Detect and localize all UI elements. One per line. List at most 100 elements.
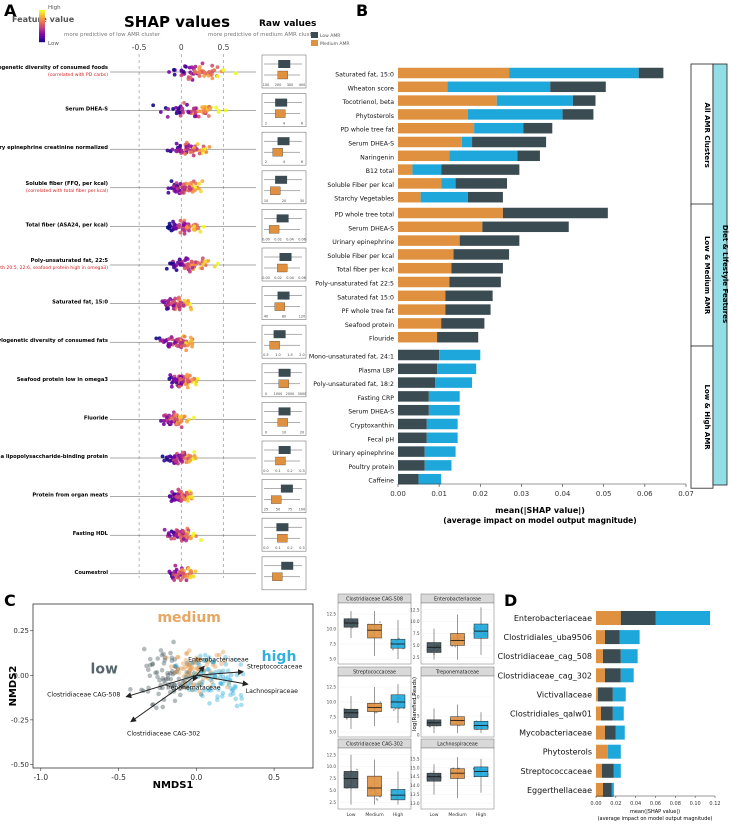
d-bar-segment-high bbox=[620, 668, 634, 683]
panel-label-b: B bbox=[356, 1, 368, 20]
facet-point bbox=[379, 701, 382, 704]
nmds-point-high bbox=[233, 696, 238, 702]
shap-point bbox=[185, 225, 189, 229]
raw-box-medium bbox=[272, 572, 283, 581]
nmds-point-medium bbox=[220, 649, 226, 655]
b-bar-segment-medium bbox=[398, 81, 448, 93]
nmds-point-low bbox=[158, 648, 164, 653]
shap-point bbox=[188, 575, 193, 580]
shap-point bbox=[174, 189, 178, 194]
shap-point bbox=[178, 113, 183, 118]
facet-y-tick: 14.0 bbox=[410, 783, 420, 788]
shap-point bbox=[166, 107, 171, 111]
shap-point bbox=[166, 344, 171, 349]
b-bar-segment-low bbox=[523, 122, 553, 134]
shap-point bbox=[159, 418, 163, 423]
facet-y-tick: 2.5 bbox=[413, 655, 420, 660]
raw-box-low bbox=[279, 253, 292, 261]
raw-tick: 6 bbox=[301, 122, 303, 126]
shap-point bbox=[174, 573, 178, 578]
d-bar-segment-medium bbox=[596, 649, 603, 664]
shap-point bbox=[177, 302, 181, 307]
feature-note: (correlated with total fiber per kcal) bbox=[26, 188, 108, 194]
shap-point bbox=[177, 295, 181, 300]
b-bar-segment-high bbox=[467, 109, 563, 120]
shap-point bbox=[166, 186, 171, 191]
facet-point bbox=[375, 711, 378, 714]
nmds-point-low bbox=[153, 670, 158, 676]
shap-point bbox=[203, 259, 208, 264]
b-bar-segment-high bbox=[441, 178, 456, 189]
shap-x-tick: -0.5 bbox=[132, 43, 147, 52]
b-bar-segment-low bbox=[472, 136, 547, 148]
shap-point bbox=[195, 142, 200, 147]
nmds-point-low bbox=[174, 669, 180, 675]
b-bar-segment-low bbox=[453, 249, 510, 260]
b-bar-segment-low bbox=[449, 276, 501, 288]
nmds-point-low bbox=[139, 687, 144, 693]
nmds-point-low bbox=[194, 657, 199, 663]
nmds-point-high bbox=[228, 672, 234, 678]
nmds-point-medium bbox=[178, 666, 184, 671]
nmds-point-low bbox=[168, 676, 174, 682]
raw-values-title: Raw values bbox=[259, 19, 316, 29]
colorbar-step bbox=[39, 24, 45, 27]
panel-b-shap-bars: Saturated fat, 15:0 Wheaton score Tocotrie… bbox=[309, 63, 729, 525]
d-bar-segment-high bbox=[615, 725, 625, 740]
nmds-point-low bbox=[169, 684, 174, 690]
shap-point bbox=[193, 260, 198, 264]
d-feature-label: Clostridiaceae_cag_302 bbox=[497, 671, 592, 680]
colorbar-step bbox=[39, 18, 45, 20]
shap-point bbox=[180, 575, 185, 580]
b-x-tick: 0.07 bbox=[678, 490, 694, 498]
raw-tick: 0.2 bbox=[287, 546, 292, 550]
shap-point bbox=[188, 335, 193, 340]
nmds-point-low bbox=[172, 657, 177, 662]
feature-label: Phylogenetic diversity of consumed foods bbox=[0, 65, 108, 71]
b-side-label: Diet & Lifestyle Features bbox=[721, 225, 729, 323]
facet-point bbox=[392, 709, 395, 711]
b-bar-segment-low bbox=[398, 377, 436, 388]
shap-point bbox=[181, 182, 186, 187]
raw-tick: 0.0 bbox=[263, 546, 268, 550]
shap-point bbox=[166, 455, 171, 459]
raw-box-low bbox=[278, 446, 291, 454]
colorbar-step bbox=[39, 30, 45, 33]
shap-point bbox=[167, 376, 172, 381]
shap-point bbox=[162, 300, 166, 305]
raw-legend-low-label: Low AMR bbox=[320, 33, 340, 39]
nmds-point-low bbox=[186, 670, 192, 676]
shap-point bbox=[189, 260, 194, 264]
shap-point bbox=[177, 307, 182, 312]
b-bar-segment-low bbox=[445, 290, 493, 302]
shap-point bbox=[154, 336, 159, 341]
shap-point bbox=[169, 179, 174, 183]
shap-point bbox=[174, 532, 179, 537]
b-feature-label: PF whole tree fat bbox=[342, 308, 395, 315]
raw-tick: 0.3 bbox=[299, 469, 304, 473]
nmds-point-medium bbox=[209, 679, 215, 685]
shap-point bbox=[174, 226, 178, 231]
facet-point bbox=[394, 707, 397, 710]
b-bar-segment-low bbox=[437, 331, 479, 343]
raw-box-low bbox=[278, 407, 291, 416]
shap-point bbox=[169, 301, 174, 305]
shap-point bbox=[185, 419, 189, 424]
shap-point bbox=[184, 374, 189, 379]
nmds-point-medium bbox=[168, 664, 174, 670]
b-bar-segment-high bbox=[439, 349, 481, 361]
raw-tick: 120 bbox=[299, 315, 305, 319]
nmds-point-high bbox=[230, 687, 236, 692]
nmds-ylabel: NMDS2 bbox=[8, 666, 19, 707]
d-bar-segment-high bbox=[612, 706, 624, 721]
nmds-point-medium bbox=[222, 658, 227, 664]
b-bar-segment-medium bbox=[398, 221, 483, 233]
shap-point bbox=[170, 490, 174, 494]
b-group-label: Low & High AMR bbox=[703, 385, 711, 451]
shap-point bbox=[186, 299, 190, 303]
raw-legend-medium-swatch bbox=[311, 40, 318, 46]
nmds-point-high bbox=[218, 681, 223, 687]
shap-point bbox=[172, 578, 177, 582]
raw-tick: 10 bbox=[282, 430, 286, 434]
raw-tick: 0.04 bbox=[286, 237, 294, 241]
